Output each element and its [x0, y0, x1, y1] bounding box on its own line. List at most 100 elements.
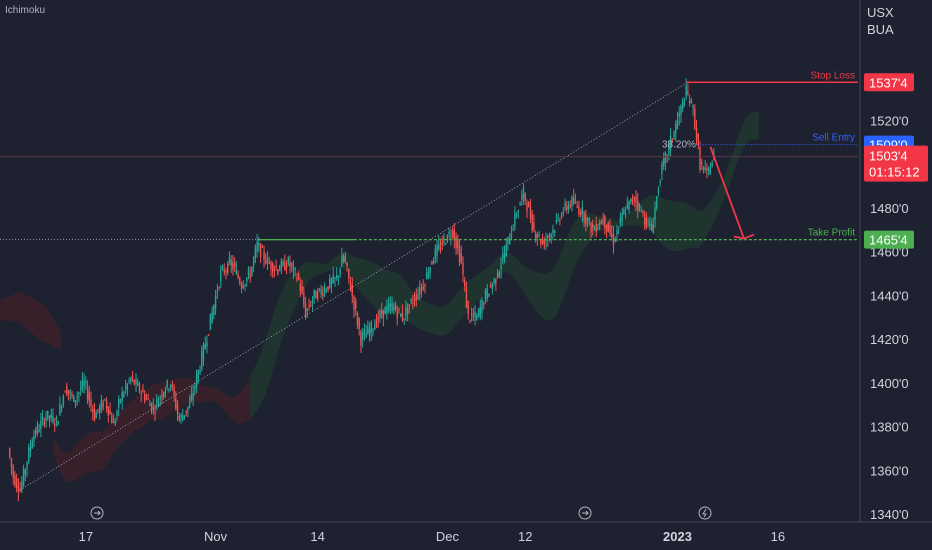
candle-body [353, 296, 355, 310]
candle-body [425, 272, 428, 279]
candle-body [387, 303, 390, 311]
candle-body [394, 304, 397, 311]
candle-body [38, 430, 40, 432]
candle-body [337, 276, 340, 278]
candle-body [320, 289, 322, 294]
price-tick-label: 1420'0 [870, 332, 909, 347]
candle-body [464, 279, 466, 286]
candle-body [522, 186, 525, 199]
candle-body [586, 218, 589, 223]
candle-body [33, 435, 35, 442]
candle-body [687, 90, 689, 95]
candle-body [284, 261, 286, 271]
candle-body [529, 206, 532, 220]
candle-body [199, 369, 201, 373]
candle-body [669, 135, 672, 150]
price-tag-take-profit [864, 230, 914, 249]
candle-body [507, 236, 509, 244]
candle-body [133, 379, 135, 385]
candle-body [316, 291, 319, 300]
candle-body [477, 308, 480, 316]
candle-body [19, 489, 21, 491]
candle-body [486, 287, 488, 299]
candle-body [289, 262, 291, 267]
time-tick-label: Dec [436, 529, 460, 544]
candle-body [83, 380, 85, 386]
candle-body [439, 247, 442, 250]
price-tag-text: 1465'4 [869, 233, 908, 248]
projection-arrow-head [733, 233, 755, 240]
candle-body [382, 309, 385, 318]
level-label-sell-entry: Sell Entry [812, 133, 855, 144]
price-axis-ticks: 1340'01360'01380'01400'01420'01440'01460… [870, 114, 909, 522]
candle-body [247, 269, 250, 275]
candle-body [252, 257, 255, 266]
candle-body [342, 255, 345, 263]
candle-body [569, 204, 571, 207]
candle-body [524, 193, 526, 201]
candle-body [429, 267, 431, 275]
event-marker-icon[interactable] [90, 506, 104, 520]
candle-body [403, 318, 405, 320]
candle-body [358, 318, 360, 329]
candle-body [137, 382, 139, 386]
candle-body [652, 224, 654, 234]
candle-body [675, 123, 677, 134]
candle-body [585, 214, 587, 225]
candle-body [512, 228, 514, 230]
price-tick-label: 1520'0 [870, 114, 909, 129]
candle-body [28, 447, 30, 463]
candle-body [431, 261, 433, 264]
event-marker-icon[interactable] [578, 506, 592, 520]
candle-body [93, 408, 96, 421]
candle-body [263, 251, 265, 260]
candle-body [645, 215, 648, 228]
candle-body [552, 229, 554, 234]
candle-body [631, 199, 634, 202]
candle-body [467, 301, 469, 315]
candle-body [135, 379, 137, 384]
candle-body [406, 307, 409, 314]
candle-body [479, 307, 481, 317]
level-label-take-profit: Take Profit [808, 228, 855, 239]
level-label-stop-loss: Stop Loss [811, 70, 855, 81]
candle-body [322, 292, 324, 296]
candle-body [85, 381, 87, 383]
candle-body [79, 388, 82, 391]
candle-body [374, 325, 376, 330]
candle-body [60, 407, 63, 409]
candle-body [576, 206, 578, 208]
candle-body [503, 252, 506, 262]
candle-body [578, 206, 580, 215]
candle-body [299, 283, 302, 291]
candle-body [138, 383, 141, 392]
fib-label: 38.20% [662, 140, 696, 151]
candle-body [391, 303, 393, 311]
time-axis[interactable] [0, 522, 932, 550]
candle-body [427, 274, 430, 277]
candle-body [550, 234, 552, 238]
flash-marker-icon[interactable] [698, 506, 712, 520]
candle-body [642, 211, 644, 213]
candle-body [571, 196, 573, 207]
candle-body [598, 223, 601, 226]
candle-body [251, 266, 253, 276]
candle-body [143, 394, 146, 401]
candle-body [682, 100, 684, 110]
price-tag-stop-loss [864, 73, 914, 92]
candle-body [451, 230, 454, 237]
candle-body [107, 406, 110, 417]
candle-body [547, 235, 549, 239]
candle-body [237, 273, 239, 278]
candle-body [52, 416, 54, 423]
candle-body [282, 260, 284, 266]
candle-body [166, 380, 168, 388]
candle-body [553, 230, 556, 233]
candle-body [195, 374, 198, 388]
candle-body [355, 300, 357, 309]
candle-body [656, 196, 658, 208]
time-tick-label: 12 [518, 529, 532, 544]
candle-body [330, 279, 333, 285]
candle-body [564, 202, 566, 207]
